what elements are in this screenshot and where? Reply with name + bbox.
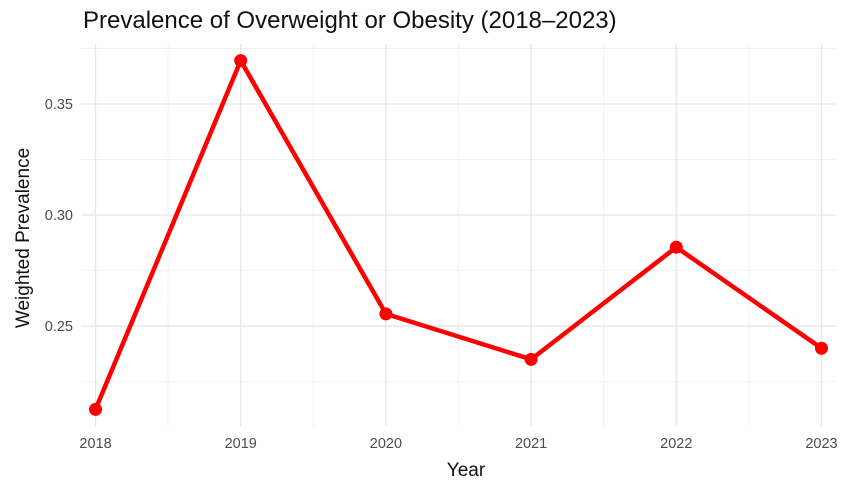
- data-point: [89, 402, 103, 416]
- data-point: [524, 352, 538, 366]
- data-point: [234, 54, 248, 68]
- x-axis-title: Year: [447, 460, 486, 481]
- series-line: [93, 58, 824, 412]
- x-tick-label: 2019: [225, 436, 257, 452]
- data-point: [669, 240, 683, 254]
- x-tick-label: 2023: [805, 436, 837, 452]
- y-tick-label: 0.25: [45, 319, 73, 335]
- x-tick-label: 2020: [370, 436, 402, 452]
- grid: [81, 44, 836, 426]
- chart-title: Prevalence of Overweight or Obesity (201…: [83, 7, 617, 34]
- y-axis-ticks: 0.25 0.30 0.35: [45, 97, 73, 335]
- data-point: [814, 341, 828, 355]
- x-tick-label: 2018: [79, 436, 111, 452]
- x-tick-label: 2021: [515, 436, 547, 452]
- x-axis-ticks: 2018 2019 2020 2021 2022 2023: [79, 436, 837, 452]
- series-layer: [89, 54, 828, 416]
- y-tick-label: 0.35: [45, 97, 73, 113]
- data-point: [379, 307, 393, 321]
- y-axis-title: Weighted Prevalence: [13, 148, 34, 328]
- x-tick-label: 2022: [660, 436, 692, 452]
- y-tick-label: 0.30: [45, 208, 73, 224]
